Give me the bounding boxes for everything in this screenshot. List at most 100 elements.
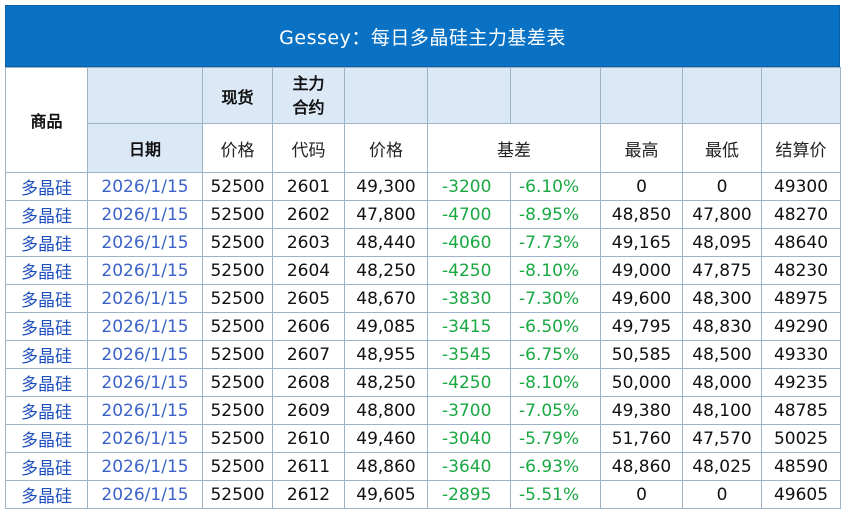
- basis-table-container: Gessey：每日多晶硅主力基差表 商品 现货 主力 合约: [5, 5, 841, 509]
- cell-price: 48,860: [344, 452, 428, 481]
- table-row: 多晶硅 2026/1/15 52500 2609 48,800 -3700 -7.05% 49…: [5, 396, 841, 425]
- cell-price: 48,670: [344, 284, 428, 313]
- table-row: 多晶硅 2026/1/15 52500 2611 48,860 -3640 -6.93% 48…: [5, 452, 841, 481]
- header-blank-date: [87, 67, 203, 124]
- cell-high: 49,795: [600, 312, 683, 341]
- cell-settle: 48975: [761, 284, 841, 313]
- cell-low: 48,025: [682, 452, 762, 481]
- table-row: 多晶硅 2026/1/15 52500 2603 48,440 -4060 -7.73% 49…: [5, 228, 841, 257]
- cell-high: 49,380: [600, 396, 683, 425]
- cell-product: 多晶硅: [5, 200, 88, 229]
- cell-high: 49,165: [600, 228, 683, 257]
- table-body: 多晶硅 2026/1/15 52500 2601 49,300 -3200 -6.10% 0 0…: [5, 172, 841, 509]
- cell-basis: -4060: [427, 228, 511, 257]
- cell-low: 0: [682, 480, 762, 509]
- cell-product: 多晶硅: [5, 228, 88, 257]
- cell-spot: 52500: [202, 368, 273, 397]
- cell-basis-pct: -6.10%: [510, 172, 601, 201]
- header-blank-low: [682, 67, 762, 124]
- cell-date: 2026/1/15: [87, 424, 203, 453]
- cell-code: 2605: [272, 284, 345, 313]
- cell-basis-pct: -8.10%: [510, 368, 601, 397]
- cell-basis: -3545: [427, 340, 511, 369]
- header-code: 代码: [272, 123, 345, 173]
- cell-low: 48,830: [682, 312, 762, 341]
- cell-spot: 52500: [202, 228, 273, 257]
- cell-high: 49,600: [600, 284, 683, 313]
- cell-high: 51,760: [600, 424, 683, 453]
- cell-high: 48,850: [600, 200, 683, 229]
- header-row-2: 日期 价格 代码 价格 基差 最高 最低 结算价: [6, 123, 841, 173]
- cell-settle: 49330: [761, 340, 841, 369]
- cell-price: 49,460: [344, 424, 428, 453]
- cell-high: 50,000: [600, 368, 683, 397]
- cell-low: 48,100: [682, 396, 762, 425]
- cell-code: 2610: [272, 424, 345, 453]
- cell-basis: -3700: [427, 396, 511, 425]
- cell-basis: -3200: [427, 172, 511, 201]
- cell-product: 多晶硅: [5, 340, 88, 369]
- cell-date: 2026/1/15: [87, 228, 203, 257]
- header-blank-settle: [761, 67, 841, 124]
- cell-price: 48,955: [344, 340, 428, 369]
- cell-code: 2611: [272, 452, 345, 481]
- cell-basis-pct: -7.73%: [510, 228, 601, 257]
- cell-product: 多晶硅: [5, 284, 88, 313]
- cell-low: 48,000: [682, 368, 762, 397]
- cell-product: 多晶硅: [5, 312, 88, 341]
- cell-basis-pct: -5.51%: [510, 480, 601, 509]
- cell-product: 多晶硅: [5, 424, 88, 453]
- cell-basis-pct: -6.50%: [510, 312, 601, 341]
- cell-date: 2026/1/15: [87, 284, 203, 313]
- table-row: 多晶硅 2026/1/15 52500 2606 49,085 -3415 -6.50% 49…: [5, 312, 841, 341]
- header-price: 价格: [344, 123, 428, 173]
- cell-settle: 50025: [761, 424, 841, 453]
- cell-product: 多晶硅: [5, 480, 88, 509]
- header-main-line1: 主力: [292, 73, 325, 93]
- cell-price: 48,250: [344, 368, 428, 397]
- cell-date: 2026/1/15: [87, 172, 203, 201]
- cell-code: 2608: [272, 368, 345, 397]
- cell-code: 2604: [272, 256, 345, 285]
- table-row: 多晶硅 2026/1/15 52500 2607 48,955 -3545 -6.75% 50…: [5, 340, 841, 369]
- cell-low: 48,500: [682, 340, 762, 369]
- cell-settle: 49300: [761, 172, 841, 201]
- cell-basis: -4250: [427, 368, 511, 397]
- cell-date: 2026/1/15: [87, 200, 203, 229]
- cell-basis: -3640: [427, 452, 511, 481]
- header-blank-pct: [510, 67, 601, 124]
- table-row: 多晶硅 2026/1/15 52500 2604 48,250 -4250 -8.10% 49…: [5, 256, 841, 285]
- cell-date: 2026/1/15: [87, 340, 203, 369]
- header-spot: 现货: [202, 67, 273, 124]
- cell-basis-pct: -5.79%: [510, 424, 601, 453]
- cell-basis: -2895: [427, 480, 511, 509]
- cell-price: 49,300: [344, 172, 428, 201]
- cell-settle: 49290: [761, 312, 841, 341]
- cell-code: 2609: [272, 396, 345, 425]
- cell-spot: 52500: [202, 256, 273, 285]
- header-date: 日期: [87, 123, 203, 173]
- cell-basis-pct: -8.10%: [510, 256, 601, 285]
- cell-code: 2606: [272, 312, 345, 341]
- cell-product: 多晶硅: [5, 172, 88, 201]
- cell-spot: 52500: [202, 424, 273, 453]
- cell-basis: -4250: [427, 256, 511, 285]
- cell-low: 47,800: [682, 200, 762, 229]
- header-blank-high: [600, 67, 683, 124]
- cell-date: 2026/1/15: [87, 396, 203, 425]
- header-blank-price: [344, 67, 428, 124]
- cell-product: 多晶硅: [5, 396, 88, 425]
- cell-code: 2601: [272, 172, 345, 201]
- cell-basis-pct: -7.30%: [510, 284, 601, 313]
- cell-spot: 52500: [202, 452, 273, 481]
- header-row-1: 商品 现货 主力 合约: [5, 67, 841, 173]
- cell-date: 2026/1/15: [87, 312, 203, 341]
- header-low: 最低: [682, 123, 762, 173]
- cell-basis: -3040: [427, 424, 511, 453]
- cell-basis: -3415: [427, 312, 511, 341]
- cell-high: 0: [600, 172, 683, 201]
- cell-price: 48,440: [344, 228, 428, 257]
- cell-product: 多晶硅: [5, 452, 88, 481]
- cell-low: 47,570: [682, 424, 762, 453]
- table-row: 多晶硅 2026/1/15 52500 2610 49,460 -3040 -5.79% 51…: [5, 424, 841, 453]
